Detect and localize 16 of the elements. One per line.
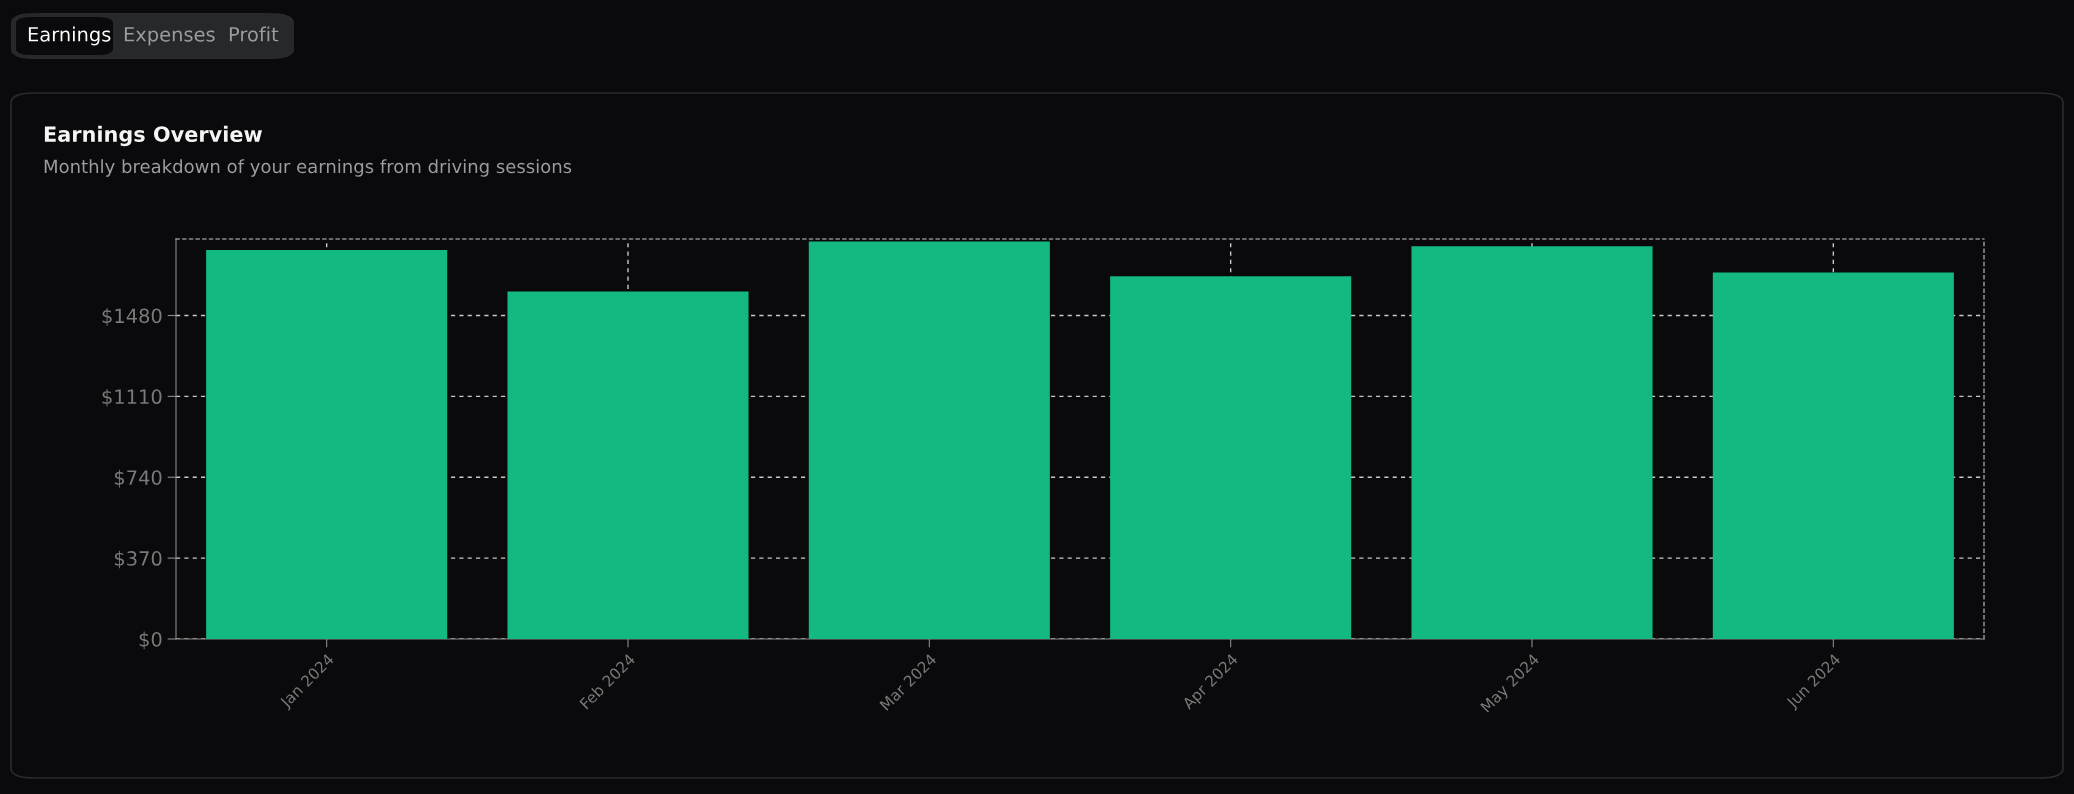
bar bbox=[206, 249, 448, 639]
y-tick-label: $370 bbox=[114, 550, 162, 569]
y-tick-label: $0 bbox=[139, 631, 162, 650]
text: Earnings bbox=[28, 26, 111, 46]
bar bbox=[808, 241, 1050, 639]
y-tick-label: $740 bbox=[114, 469, 162, 488]
bar bbox=[1110, 276, 1352, 639]
bar bbox=[507, 291, 749, 639]
chart-subtitle: Monthly breakdown of your earnings from driving sessions bbox=[44, 159, 572, 177]
text: Expenses bbox=[124, 27, 215, 46]
y-tick-label: $1110 bbox=[102, 388, 162, 407]
bar bbox=[1411, 246, 1653, 639]
text: Profit bbox=[229, 26, 279, 42]
bar bbox=[1712, 272, 1954, 639]
chart-title: Earnings Overview bbox=[44, 125, 263, 147]
y-tick-label: $1480 bbox=[102, 308, 162, 326]
